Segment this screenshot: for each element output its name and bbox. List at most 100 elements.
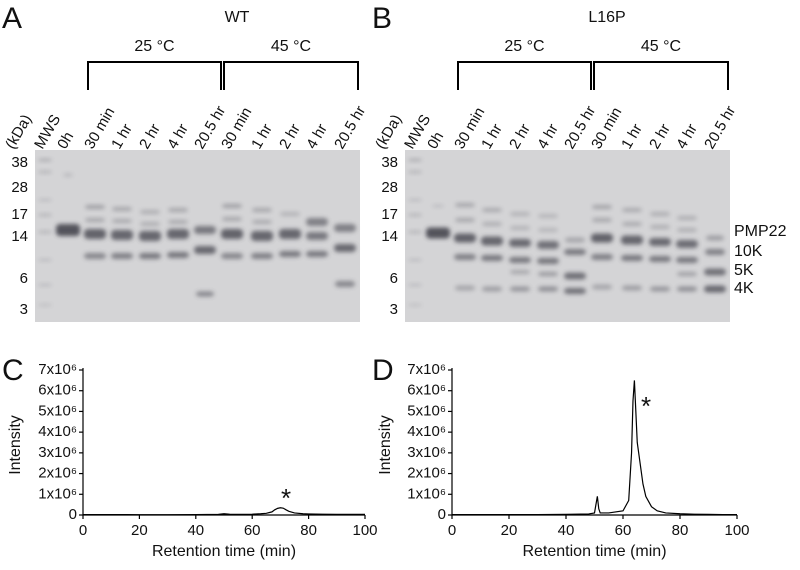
bracket (87, 61, 222, 90)
y-tick-label: 6x10⁶ (407, 382, 446, 399)
x-tick-label: 60 (615, 522, 632, 539)
band (538, 272, 558, 276)
x-tick-label: 20 (131, 522, 148, 539)
marker-label: 14 (381, 228, 398, 245)
band (677, 272, 697, 276)
band (252, 208, 272, 212)
lane-label: 4 hr (534, 121, 562, 152)
band (676, 240, 698, 248)
lane-label: 1 hr (248, 121, 276, 152)
band (38, 158, 52, 162)
x-tick-label: 0 (79, 522, 87, 539)
band (622, 208, 642, 212)
band (510, 286, 530, 292)
lane-label: 2 hr (276, 121, 304, 152)
band (38, 303, 52, 307)
band (482, 286, 502, 292)
unit-label: (kDa) (372, 112, 405, 152)
band (56, 224, 80, 236)
marker-label: 17 (11, 206, 28, 223)
band (704, 285, 726, 293)
band (84, 253, 106, 259)
marker-label: 38 (11, 154, 28, 171)
lane-label: 1 hr (618, 121, 646, 152)
band (139, 253, 161, 259)
marker-label: 38 (381, 154, 398, 171)
band (85, 218, 105, 222)
band (704, 268, 726, 276)
lane-label: 20.5 hr (701, 103, 739, 152)
band (196, 291, 214, 297)
band (408, 198, 422, 202)
x-axis-label: Retention time (min) (522, 543, 666, 560)
band (538, 228, 558, 232)
lane-label: 1 hr (478, 121, 506, 152)
band (650, 286, 670, 292)
band (676, 257, 698, 263)
band (510, 270, 530, 274)
y-tick-label: 5x10⁶ (38, 402, 77, 419)
band (537, 241, 559, 249)
band (221, 253, 243, 259)
band (38, 198, 52, 202)
annotation: * (281, 483, 291, 513)
band-label: 5K (734, 262, 754, 279)
band (564, 272, 586, 280)
band-label: 4K (734, 280, 754, 297)
panel-title: L16P (588, 9, 625, 26)
x-tick-label: 100 (352, 522, 377, 539)
panel-letter: D (372, 354, 394, 387)
x-axis-label: Retention time (min) (152, 543, 296, 560)
band (622, 222, 642, 226)
band (38, 283, 52, 287)
band (63, 173, 73, 177)
y-tick-label: 4x10⁶ (407, 423, 446, 440)
band (482, 208, 502, 212)
band (168, 208, 188, 212)
lane-label: 4 hr (303, 121, 331, 152)
lane-label: 2 hr (646, 121, 674, 152)
band (408, 158, 422, 162)
band (168, 220, 188, 224)
band (306, 218, 328, 226)
lane-label: 2 hr (136, 121, 164, 152)
band (454, 254, 476, 260)
band (592, 218, 612, 222)
lane-label: 20.5 hr (331, 103, 369, 152)
band (279, 229, 301, 239)
band (140, 222, 160, 226)
panel-letter: A (2, 2, 22, 35)
y-tick-label: 3x10⁶ (38, 444, 77, 461)
band (509, 239, 531, 247)
temperature-label: 45 °C (641, 38, 681, 55)
panel-letter: B (372, 2, 392, 35)
lane-label: 4 hr (164, 121, 192, 152)
lane-label: 0h (424, 129, 447, 152)
band (408, 258, 422, 262)
band (454, 233, 476, 243)
marker-label: 28 (381, 179, 398, 196)
bracket (457, 61, 592, 90)
band (455, 285, 475, 291)
band (251, 231, 273, 241)
band (564, 288, 586, 294)
marker-label: 28 (11, 179, 28, 196)
x-tick-label: 60 (244, 522, 261, 539)
band (194, 246, 216, 254)
chart: C 0 1x10⁶ 2x10⁶ 3x10⁶ 4x10⁶ 5x10⁶ 6x10⁶ 7x10⁶ 0 20… (2, 354, 378, 560)
band (592, 284, 612, 290)
y-tick-label: 2x10⁶ (407, 465, 446, 482)
band (408, 170, 422, 174)
band (592, 205, 612, 209)
x-tick-label: 80 (300, 522, 317, 539)
y-tick-label: 1x10⁶ (38, 485, 77, 502)
band (167, 252, 189, 258)
band (677, 286, 697, 292)
panel-title: WT (225, 9, 250, 26)
annotation: * (641, 391, 651, 421)
bracket (223, 61, 359, 90)
band (537, 258, 559, 264)
